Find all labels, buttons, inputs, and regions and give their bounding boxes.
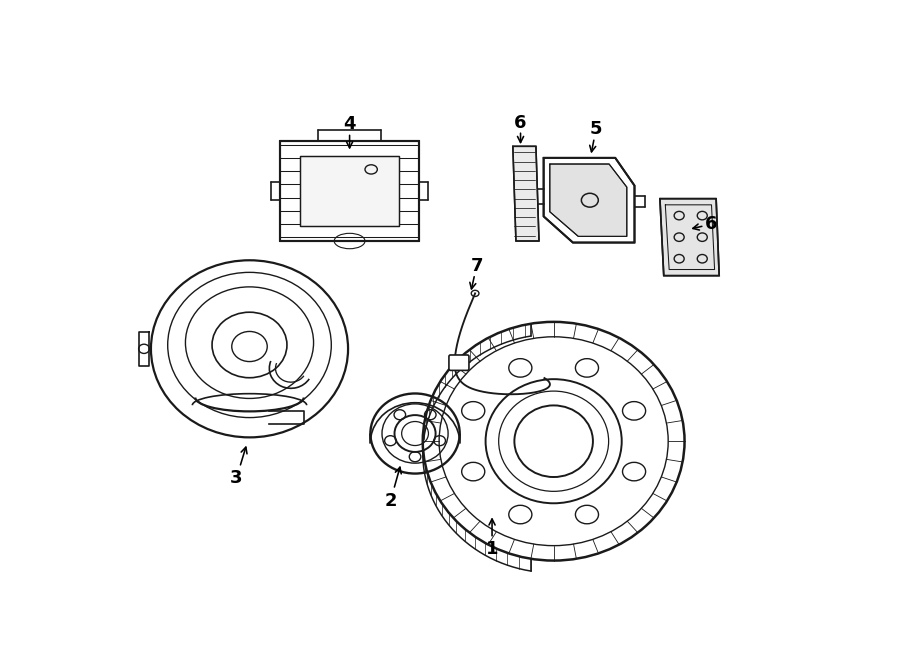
Text: 2: 2 [384, 492, 397, 510]
Text: 4: 4 [344, 115, 356, 133]
Polygon shape [300, 156, 400, 226]
Polygon shape [550, 164, 626, 237]
Text: 3: 3 [230, 469, 243, 487]
Text: 5: 5 [590, 120, 602, 138]
Polygon shape [280, 141, 418, 241]
Polygon shape [544, 158, 634, 243]
Text: 6: 6 [514, 114, 526, 132]
Polygon shape [660, 199, 719, 276]
FancyBboxPatch shape [449, 355, 469, 370]
Text: 7: 7 [471, 256, 483, 275]
Polygon shape [513, 146, 539, 241]
Text: 6: 6 [706, 215, 718, 233]
Text: 1: 1 [486, 540, 499, 558]
